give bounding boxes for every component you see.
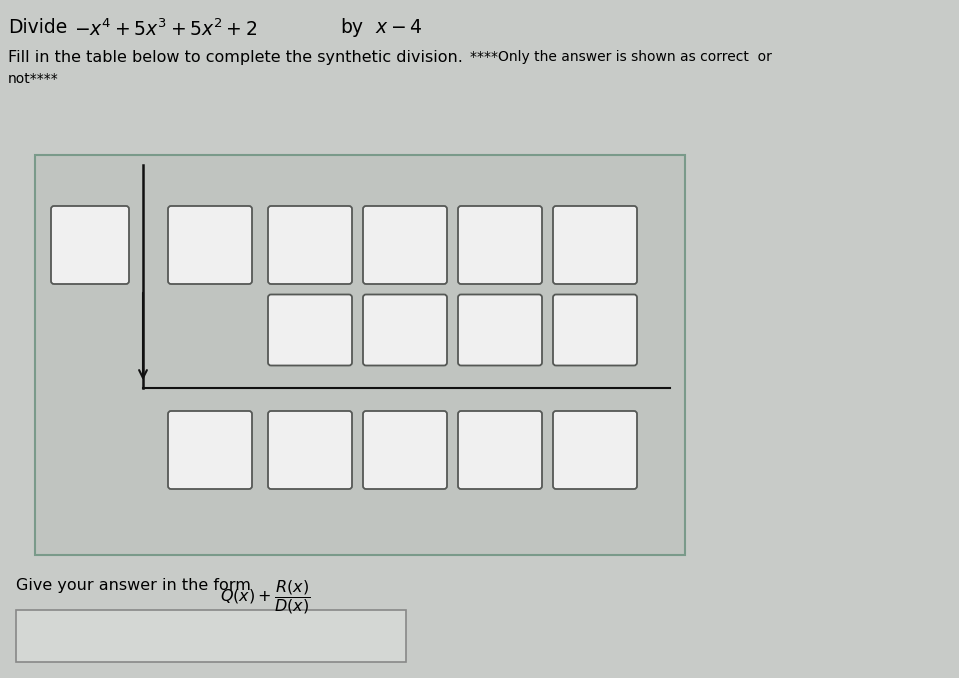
FancyBboxPatch shape (363, 294, 447, 365)
FancyBboxPatch shape (168, 411, 252, 489)
Text: by: by (340, 18, 363, 37)
Text: Give your answer in the form: Give your answer in the form (16, 578, 256, 593)
FancyBboxPatch shape (553, 206, 637, 284)
FancyBboxPatch shape (268, 294, 352, 365)
Text: Divide: Divide (8, 18, 67, 37)
FancyBboxPatch shape (51, 206, 129, 284)
Text: $-x^4+5x^3+5x^2+2$: $-x^4+5x^3+5x^2+2$ (74, 18, 257, 39)
Text: $Q(x) + \dfrac{R(x)}{D(x)}$: $Q(x) + \dfrac{R(x)}{D(x)}$ (220, 578, 311, 616)
FancyBboxPatch shape (458, 206, 542, 284)
Bar (35, 155, 685, 555)
Text: not****: not**** (8, 72, 58, 86)
FancyBboxPatch shape (458, 411, 542, 489)
FancyBboxPatch shape (553, 294, 637, 365)
FancyBboxPatch shape (268, 206, 352, 284)
FancyBboxPatch shape (268, 411, 352, 489)
FancyBboxPatch shape (363, 206, 447, 284)
Bar (16, 610, 406, 662)
Text: Fill in the table below to complete the synthetic division.: Fill in the table below to complete the … (8, 50, 463, 65)
FancyBboxPatch shape (553, 411, 637, 489)
FancyBboxPatch shape (363, 411, 447, 489)
FancyBboxPatch shape (168, 206, 252, 284)
Text: $x-4$: $x-4$ (375, 18, 423, 37)
FancyBboxPatch shape (458, 294, 542, 365)
Text: ****Only the answer is shown as correct  or: ****Only the answer is shown as correct … (470, 50, 772, 64)
